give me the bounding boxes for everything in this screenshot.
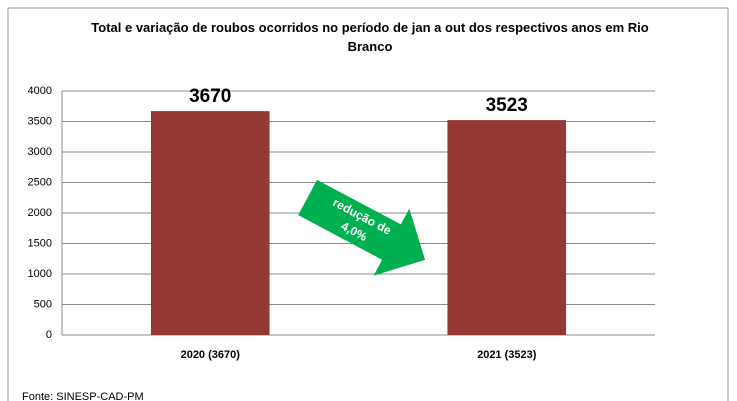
data-label: 3670 [189, 86, 231, 107]
x-tick-label: 2020 (3670) [181, 349, 241, 361]
y-tick-label: 1000 [28, 268, 52, 280]
y-tick-label: 2000 [28, 207, 52, 219]
bar [150, 111, 270, 335]
y-tick-label: 0 [46, 329, 52, 341]
arrow-shape [298, 179, 426, 276]
source-note: Fonte: SINESP-CAD-PM [22, 391, 144, 401]
y-tick-label: 3000 [28, 146, 52, 158]
chart-frame [7, 7, 729, 401]
y-tick-label: 1500 [28, 237, 52, 249]
y-tick-label: 3500 [28, 115, 52, 127]
y-tick-label: 500 [34, 298, 52, 310]
bar [447, 120, 567, 335]
marks: 0 500 1000 1500 2000 2500 3000 3500 4000 2020 (36… [28, 85, 655, 361]
y-tick-label: 2500 [28, 176, 52, 188]
x-tick-label: 2021 (3523) [477, 349, 537, 361]
chart-title: Total e variação de roubos ocorridos no … [91, 20, 649, 54]
data-label: 3523 [486, 95, 528, 116]
y-tick-label: 4000 [28, 85, 52, 97]
